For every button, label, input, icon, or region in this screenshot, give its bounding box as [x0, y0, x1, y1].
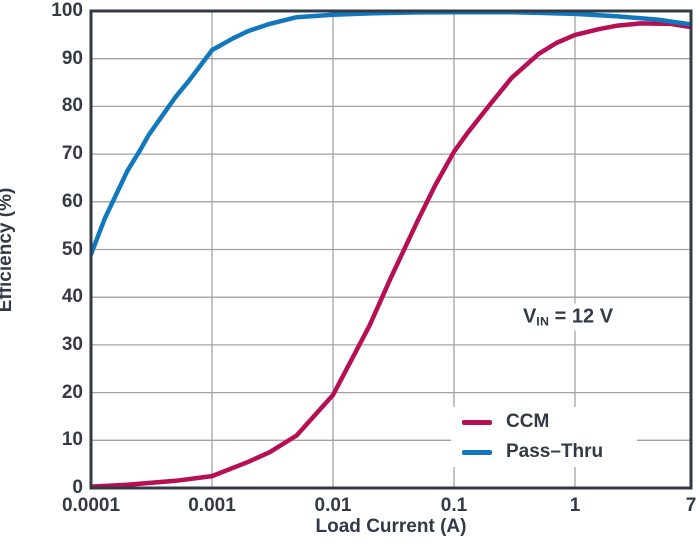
legend-label-passthru: Pass–Thru	[506, 441, 604, 462]
series-line-ccm	[91, 21, 691, 488]
vin-value: = 12 V	[549, 305, 614, 328]
y-tick-label: 40	[61, 286, 83, 308]
y-tick-label: 0	[72, 477, 83, 498]
legend-item-passthru: Pass–Thru	[462, 441, 637, 463]
vin-subscript: IN	[536, 314, 550, 329]
legend-label-ccm: CCM	[506, 411, 550, 432]
y-tick-label: 70	[61, 143, 83, 165]
x-tick-label: 0.1	[440, 495, 468, 516]
x-tick-label: 1	[569, 495, 581, 516]
plot-border	[89, 9, 693, 490]
y-tick-label: 80	[61, 95, 83, 117]
x-tick-label: 0.01	[314, 495, 352, 516]
y-tick-label: 60	[61, 190, 83, 212]
x-tick-label: 7	[685, 495, 697, 516]
passthru-line-swatch	[462, 449, 492, 455]
x-axis-title: Load Current (A)	[315, 516, 467, 537]
legend: CCM Pass–Thru	[451, 407, 637, 467]
vin-annotation: VIN = 12 V	[516, 303, 620, 331]
y-tick-label: 90	[61, 47, 83, 69]
series-line-pass-thru	[91, 11, 691, 257]
y-tick-label: 30	[61, 333, 83, 355]
y-tick-label: 100	[51, 0, 83, 21]
y-tick-label: 50	[61, 238, 83, 260]
y-tick-label: 10	[61, 429, 83, 451]
ccm-line-swatch	[462, 419, 492, 425]
vin-symbol: V	[522, 305, 537, 328]
x-tick-label: 0.001	[188, 495, 236, 516]
y-tick-label: 20	[61, 381, 83, 403]
legend-item-ccm: CCM	[462, 411, 637, 433]
x-tick-label: 0.0001	[61, 495, 121, 516]
